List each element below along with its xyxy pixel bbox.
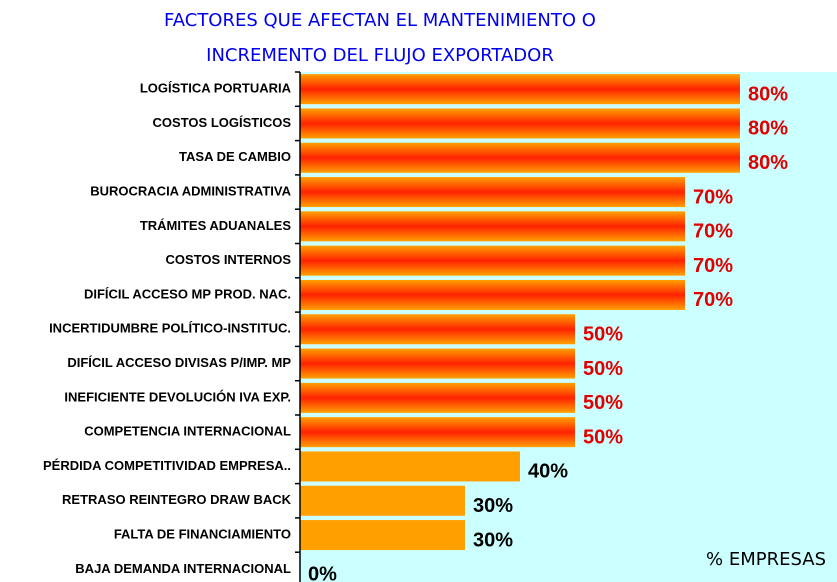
value-label: 30% xyxy=(473,529,513,551)
bar xyxy=(300,382,575,413)
value-label: 30% xyxy=(473,495,513,517)
value-label: 50% xyxy=(583,324,623,346)
value-label: 50% xyxy=(583,358,623,380)
bar xyxy=(300,74,740,105)
category-label: COMPETENCIA INTERNACIONAL xyxy=(84,424,291,439)
chart-title: FACTORES QUE AFECTAN EL MANTENIMIENTO O xyxy=(164,10,596,31)
value-label: 70% xyxy=(693,289,733,311)
category-label: BUROCRACIA ADMINISTRATIVA xyxy=(90,183,291,198)
value-label: 80% xyxy=(748,118,788,140)
category-label: INCERTIDUMBRE POLÍTICO-INSTITUC. xyxy=(49,321,291,336)
category-label: RETRASO REINTEGRO DRAW BACK xyxy=(62,492,292,507)
bar xyxy=(300,485,465,516)
category-label: DIFÍCIL ACCESO MP PROD. NAC. xyxy=(84,286,291,301)
category-label: COSTOS INTERNOS xyxy=(166,252,292,267)
bar xyxy=(300,108,740,139)
value-label: 40% xyxy=(528,461,568,483)
value-label: 50% xyxy=(583,426,623,448)
category-label: DIFÍCIL ACCESO DIVISAS P/IMP. MP xyxy=(67,355,291,370)
category-label: BAJA DEMANDA INTERNACIONAL xyxy=(75,561,291,576)
bar xyxy=(300,142,740,173)
value-label: 70% xyxy=(693,221,733,243)
category-label: TRÁMITES ADUANALES xyxy=(140,218,292,233)
value-label: 80% xyxy=(748,83,788,105)
category-label: FALTA DE FINANCIAMIENTO xyxy=(114,526,291,541)
bar xyxy=(300,245,685,276)
category-label: COSTOS LOGÍSTICOS xyxy=(153,115,292,130)
bar xyxy=(300,417,575,448)
category-label: INEFICIENTE DEVOLUCIÓN IVA EXP. xyxy=(64,389,291,404)
category-label: PÉRDIDA COMPETITIVIDAD EMPRESA.. xyxy=(43,458,291,473)
value-label: 0% xyxy=(308,564,337,582)
bar xyxy=(300,451,520,482)
value-label: 70% xyxy=(693,255,733,277)
x-axis-label: % EMPRESAS xyxy=(706,549,826,570)
category-label: LOGÍSTICA PORTUARIA xyxy=(140,81,292,96)
bar xyxy=(300,348,575,379)
chart-title: INCREMENTO DEL FLUJO EXPORTADOR xyxy=(206,45,554,66)
bar xyxy=(300,279,685,310)
bar xyxy=(300,211,685,242)
value-label: 80% xyxy=(748,152,788,174)
bar xyxy=(300,520,465,551)
value-label: 50% xyxy=(583,392,623,414)
bar xyxy=(300,314,575,345)
value-label: 70% xyxy=(693,186,733,208)
category-label: TASA DE CAMBIO xyxy=(179,149,291,164)
bar xyxy=(300,177,685,208)
